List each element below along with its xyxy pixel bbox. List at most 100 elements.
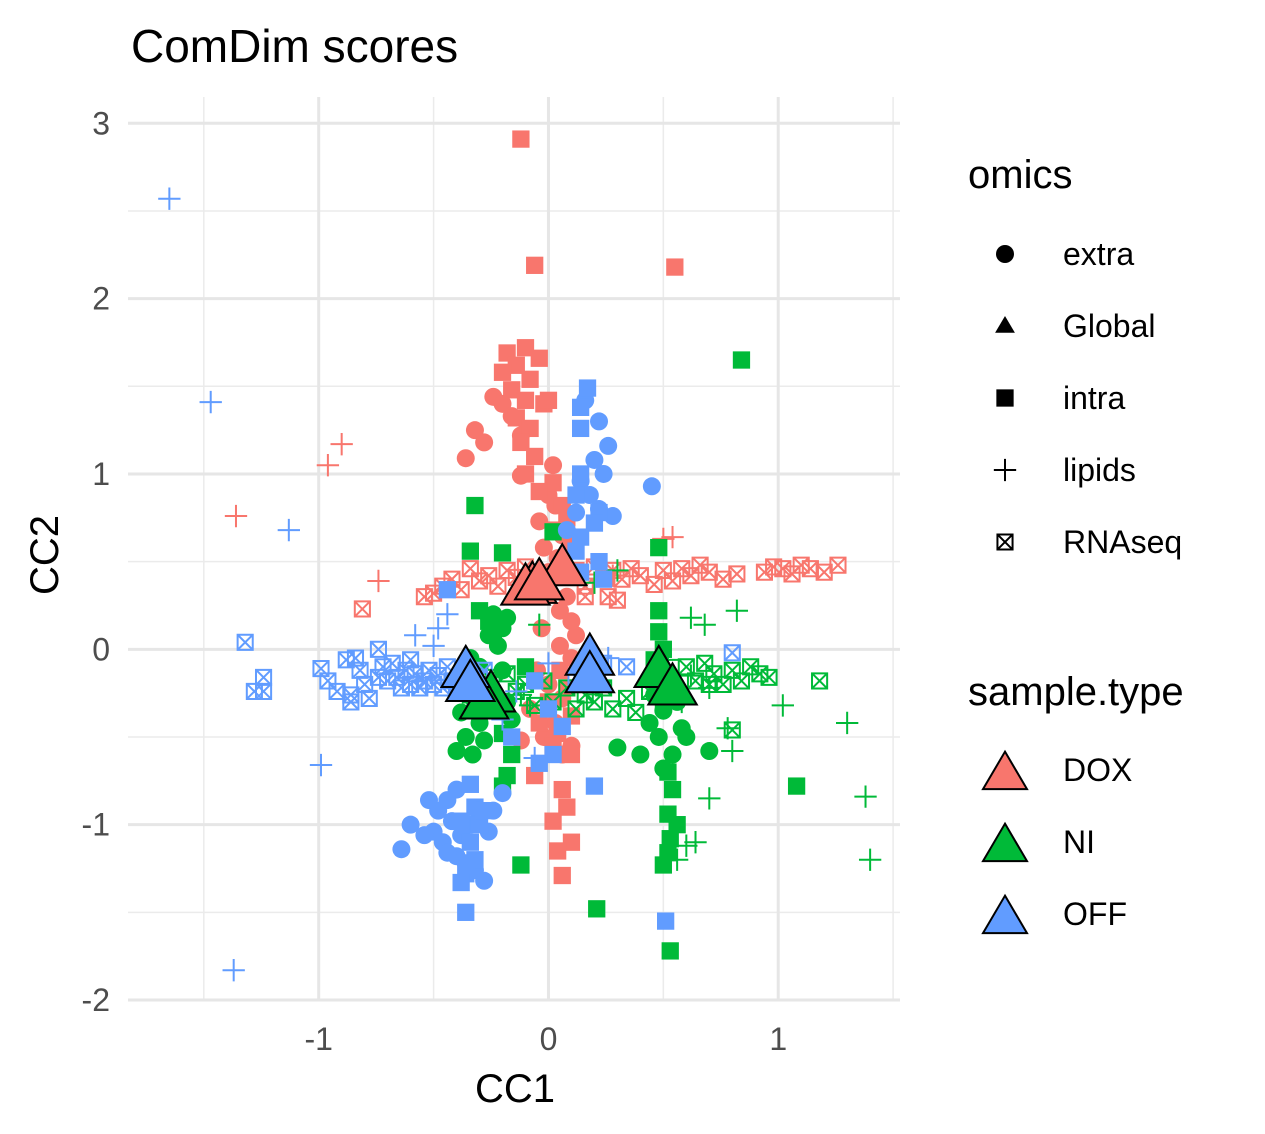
point-dox-extra — [562, 612, 581, 631]
point-ni-lipids — [693, 613, 716, 636]
legend-key-ni — [981, 821, 1029, 863]
point-ni-lipids — [684, 831, 707, 854]
point-dox-intra — [551, 661, 569, 680]
point-off-rnaseq — [342, 686, 360, 704]
x-tick-label: 1 — [769, 1021, 787, 1057]
point-dox-extra — [534, 538, 553, 557]
point-ni-rnaseq — [811, 672, 829, 690]
point-off-extra — [590, 412, 609, 431]
point-dox-intra — [516, 391, 535, 409]
point-dox-intra — [549, 842, 567, 860]
point-ni-extra — [677, 727, 696, 746]
legend-key-rnaseq — [996, 533, 1014, 551]
point-ni-lipids — [679, 606, 703, 629]
point-dox-intra — [521, 370, 539, 388]
chart-title: ComDim scores — [131, 20, 458, 72]
point-off-intra — [466, 851, 484, 869]
point-off-rnaseq — [351, 661, 369, 679]
point-dox-extra — [532, 619, 551, 638]
point-off-intra — [590, 553, 608, 571]
point-ni-extra — [663, 745, 682, 764]
point-dox-extra — [493, 394, 512, 413]
point-dox-rnaseq — [631, 567, 649, 585]
point-off-intra — [452, 873, 470, 892]
point-dox-intra — [507, 409, 525, 427]
point-off-extra — [642, 477, 661, 496]
y-tick-label: -2 — [82, 982, 110, 1018]
point-ni-extra — [456, 727, 475, 746]
point-off-extra — [415, 826, 434, 845]
x-tick-label: 0 — [540, 1021, 558, 1057]
point-ni-extra — [488, 636, 507, 655]
legend: omics extra Global intra lipids RNAseq sampl… — [968, 153, 1184, 935]
point-off-rnaseq — [245, 682, 263, 700]
point-ni-extra — [649, 727, 668, 746]
point-off-intra — [475, 801, 493, 820]
legend-key-lipids — [993, 458, 1017, 482]
point-dox-intra — [544, 474, 562, 492]
point-off-intra — [594, 570, 613, 588]
legend-key-extra — [996, 245, 1014, 263]
point-off-intra — [452, 812, 470, 830]
point-off-extra — [419, 791, 438, 810]
point-dox-intra — [512, 433, 530, 452]
point-off-intra — [553, 717, 571, 736]
point-dox-intra — [493, 363, 512, 381]
point-ni-intra — [650, 623, 668, 641]
point-dox-rnaseq — [801, 560, 819, 578]
point-dox-extra — [550, 601, 569, 620]
point-dox-intra — [530, 714, 548, 732]
y-tick-label: 3 — [92, 105, 110, 141]
point-off-intra — [503, 728, 521, 746]
point-ni-extra — [463, 745, 482, 764]
point-off-extra — [401, 815, 420, 834]
point-ni-intra — [650, 602, 668, 620]
legend-key-off — [981, 893, 1029, 935]
point-ni-extra — [498, 608, 517, 627]
point-off-intra — [461, 775, 479, 793]
point-off-rnaseq — [236, 633, 254, 651]
point-off-intra — [567, 542, 585, 560]
point-off-lipids — [505, 680, 528, 703]
tick-labels: -1 0 1 -2 -1 0 1 2 3 — [82, 105, 788, 1057]
point-dox-rnaseq — [576, 588, 594, 606]
point-dox-extra — [550, 636, 569, 655]
point-off-intra — [571, 528, 590, 546]
point-off-intra — [585, 777, 604, 795]
y-axis-title: CC2 — [23, 515, 67, 595]
point-ni-rnaseq — [686, 672, 705, 690]
point-ni-lipids — [698, 787, 721, 810]
point-off-extra — [493, 784, 512, 803]
x-tick-label: -1 — [304, 1021, 332, 1057]
point-dox-intra — [539, 391, 558, 409]
point-dox-rnaseq — [815, 563, 833, 581]
point-off-lipids — [436, 603, 459, 626]
point-dox-intra — [553, 866, 571, 885]
point-dox-intra — [516, 339, 535, 357]
point-off-extra — [475, 871, 494, 890]
point-off-intra — [571, 465, 590, 483]
point-off-rnaseq — [383, 654, 401, 672]
point-off-intra — [571, 419, 590, 438]
point-off-lipids — [537, 652, 560, 675]
point-off-intra — [539, 700, 558, 718]
point-ni-intra — [484, 623, 502, 641]
point-dox-intra — [526, 256, 544, 274]
point-off-extra — [580, 486, 599, 505]
point-ni-extra — [447, 742, 466, 761]
point-ni-intra — [659, 763, 677, 781]
point-ni-lipids — [835, 711, 859, 735]
point-off-intra — [526, 672, 544, 690]
point-off-lipids — [422, 634, 445, 657]
point-dox-lipids — [661, 525, 684, 549]
point-dox-extra — [557, 587, 576, 606]
point-dox-intra — [516, 465, 535, 483]
point-dox-rnaseq — [829, 556, 847, 574]
point-off-lipids — [199, 390, 222, 414]
point-off-extra — [438, 843, 457, 862]
point-off-rnaseq — [723, 644, 741, 662]
point-dox-intra — [503, 381, 521, 399]
y-tick-label: 2 — [92, 281, 110, 317]
legend-label-lipids: lipids — [1063, 452, 1136, 488]
point-ni-lipids — [854, 785, 877, 808]
